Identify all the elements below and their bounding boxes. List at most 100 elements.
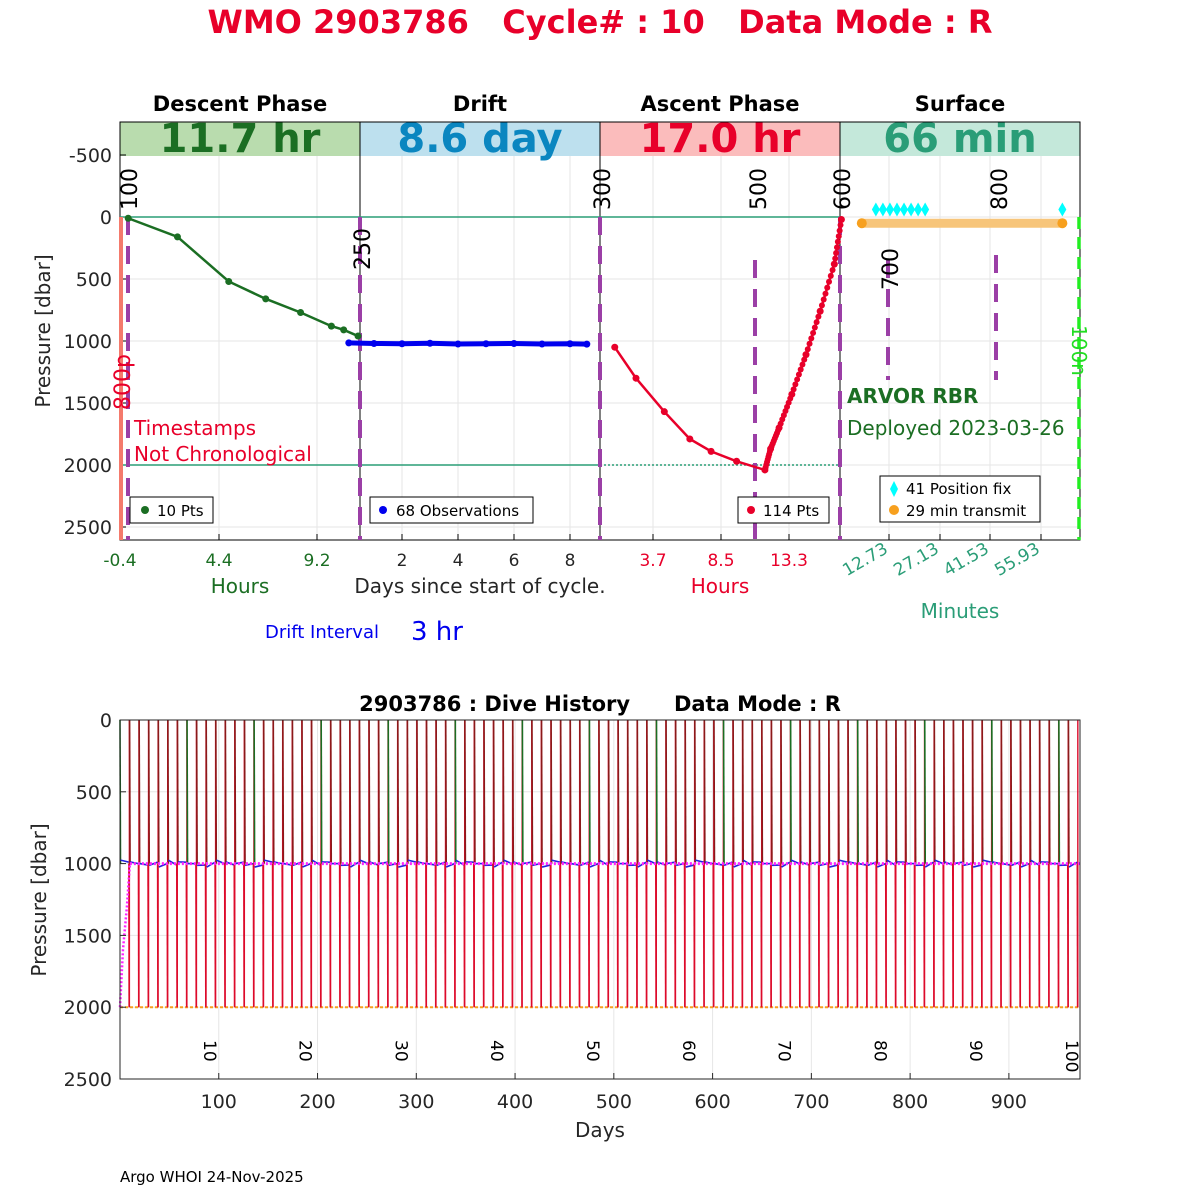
ascent-xticks: 3.7 8.5 13.3	[639, 551, 807, 571]
dive-drift	[685, 864, 695, 868]
descent-line	[127, 217, 359, 338]
ascent-point	[832, 255, 839, 262]
cycle-label: 40	[486, 1040, 506, 1062]
ascent-point	[820, 296, 827, 303]
drift-xtick: 8	[565, 551, 576, 571]
dive-drift	[924, 861, 934, 868]
bottom-xlabel: Days	[575, 1118, 625, 1142]
dive-drift	[589, 862, 599, 868]
descent-point	[327, 322, 335, 330]
deployed-date: Deployed 2023-03-26	[847, 416, 1065, 440]
descent-xtick: 4.4	[205, 551, 232, 571]
ascent-xtick: 8.5	[707, 551, 734, 571]
dive-drift	[982, 859, 992, 863]
drift-point	[510, 339, 518, 347]
position-fix-point	[892, 202, 901, 217]
position-fix-point	[921, 202, 930, 217]
cycle-label: 70	[774, 1040, 794, 1062]
legend-ascent-label: 114 Pts	[763, 502, 819, 520]
dive-drift	[302, 862, 312, 868]
top-ytick-label: 2500	[64, 517, 112, 539]
bottom-xtick-label: 500	[596, 1091, 632, 1113]
ascent-point	[833, 249, 840, 256]
marker-label-500: 500	[747, 168, 772, 210]
position-fix-point	[885, 202, 894, 217]
descent-xtick: -0.4	[103, 551, 136, 571]
top-ytick-label: 1000	[64, 331, 112, 353]
dive-drift	[934, 859, 944, 865]
drift-point	[398, 340, 406, 348]
bottom-xtick-label: 900	[991, 1091, 1027, 1113]
ascent-point	[813, 319, 820, 326]
descent-point	[340, 326, 348, 334]
cycle-label: 80	[869, 1040, 889, 1062]
phase-duration: 8.6 day	[397, 116, 562, 162]
legend-drift-label: 68 Observations	[396, 502, 519, 520]
position-fix-point	[914, 202, 923, 217]
dive-drift	[838, 859, 848, 863]
ascent-point	[824, 284, 831, 291]
dive-drift	[541, 864, 551, 868]
bottom-ytick-label: 2000	[64, 997, 112, 1019]
marker-lines	[126, 217, 1081, 540]
dive-drift	[264, 859, 273, 863]
bottom-ytick-label: 0	[100, 710, 112, 732]
bottom-xtick-label: 100	[201, 1091, 237, 1113]
ascent-point	[815, 313, 822, 320]
legend-transmit-label: 29 min transmit	[906, 502, 1026, 520]
cycle-label: 50	[582, 1040, 602, 1062]
phase-duration: 11.7 hr	[160, 116, 321, 162]
footer-credit: Argo WHOI 24-Nov-2025	[120, 1168, 304, 1186]
drift-xtick: 4	[453, 551, 464, 571]
descent-xticks: -0.4 4.4 9.2	[103, 551, 330, 571]
drift-point	[370, 339, 378, 347]
position-fix-point	[1058, 202, 1067, 217]
ascent-point	[792, 381, 799, 388]
ascent-xlabel: Hours	[691, 574, 750, 598]
position-fix-point	[878, 202, 887, 217]
transmit-point	[856, 218, 867, 229]
cycle-label: 10	[199, 1040, 219, 1062]
surface-xtick: 27.13	[890, 539, 942, 581]
surface-xtick: 12.73	[839, 539, 891, 581]
marker-label-300: 300	[591, 168, 616, 210]
drift-point	[454, 340, 462, 348]
descent-point	[124, 214, 132, 222]
phase-band	[360, 122, 600, 156]
phase-band	[840, 122, 1080, 156]
dive-drift	[254, 864, 264, 868]
ascent-point	[790, 386, 797, 393]
marker-label-100n: 100n	[1067, 325, 1091, 376]
ascent-point	[818, 302, 825, 309]
ascent-point	[835, 233, 842, 240]
bottom-ticks: 0 500 1000 1500 2000 2500 100 200 300 400 500 600 70…	[64, 710, 1027, 1113]
top-data	[124, 202, 1068, 474]
cycle-label: 30	[390, 1040, 410, 1062]
marker-label-600: 600	[831, 168, 856, 210]
top-ytick-label: 2000	[64, 455, 112, 477]
phase-band	[600, 122, 840, 156]
phase-title: Descent Phase	[153, 92, 327, 116]
dive-drift	[158, 862, 168, 868]
cycle-label: 60	[678, 1040, 698, 1062]
ascent-xtick: 3.7	[639, 551, 666, 571]
dive-drift	[445, 862, 455, 868]
warning-line-2: Not Chronological	[134, 442, 312, 466]
ascent-point	[833, 244, 840, 251]
bottom-ytick-label: 1500	[64, 925, 112, 947]
marker-label-800: 800	[988, 168, 1013, 210]
legend-fix-label: 41 Position fix	[906, 480, 1011, 498]
drift-interval-label: Drift Interval	[265, 622, 379, 643]
surface-xtick: 55.93	[991, 539, 1043, 581]
drift-point	[426, 339, 434, 347]
ascent-point	[829, 267, 836, 274]
first-cycle-line	[118, 863, 132, 1008]
top-ylabel: Pressure [dbar]	[31, 254, 55, 407]
ascent-point	[834, 238, 841, 245]
ascent-point	[817, 308, 824, 315]
transmit-point	[1057, 218, 1068, 229]
phase-band	[120, 122, 360, 156]
drift-point	[566, 340, 574, 348]
marker-label-700: 700	[879, 248, 904, 290]
